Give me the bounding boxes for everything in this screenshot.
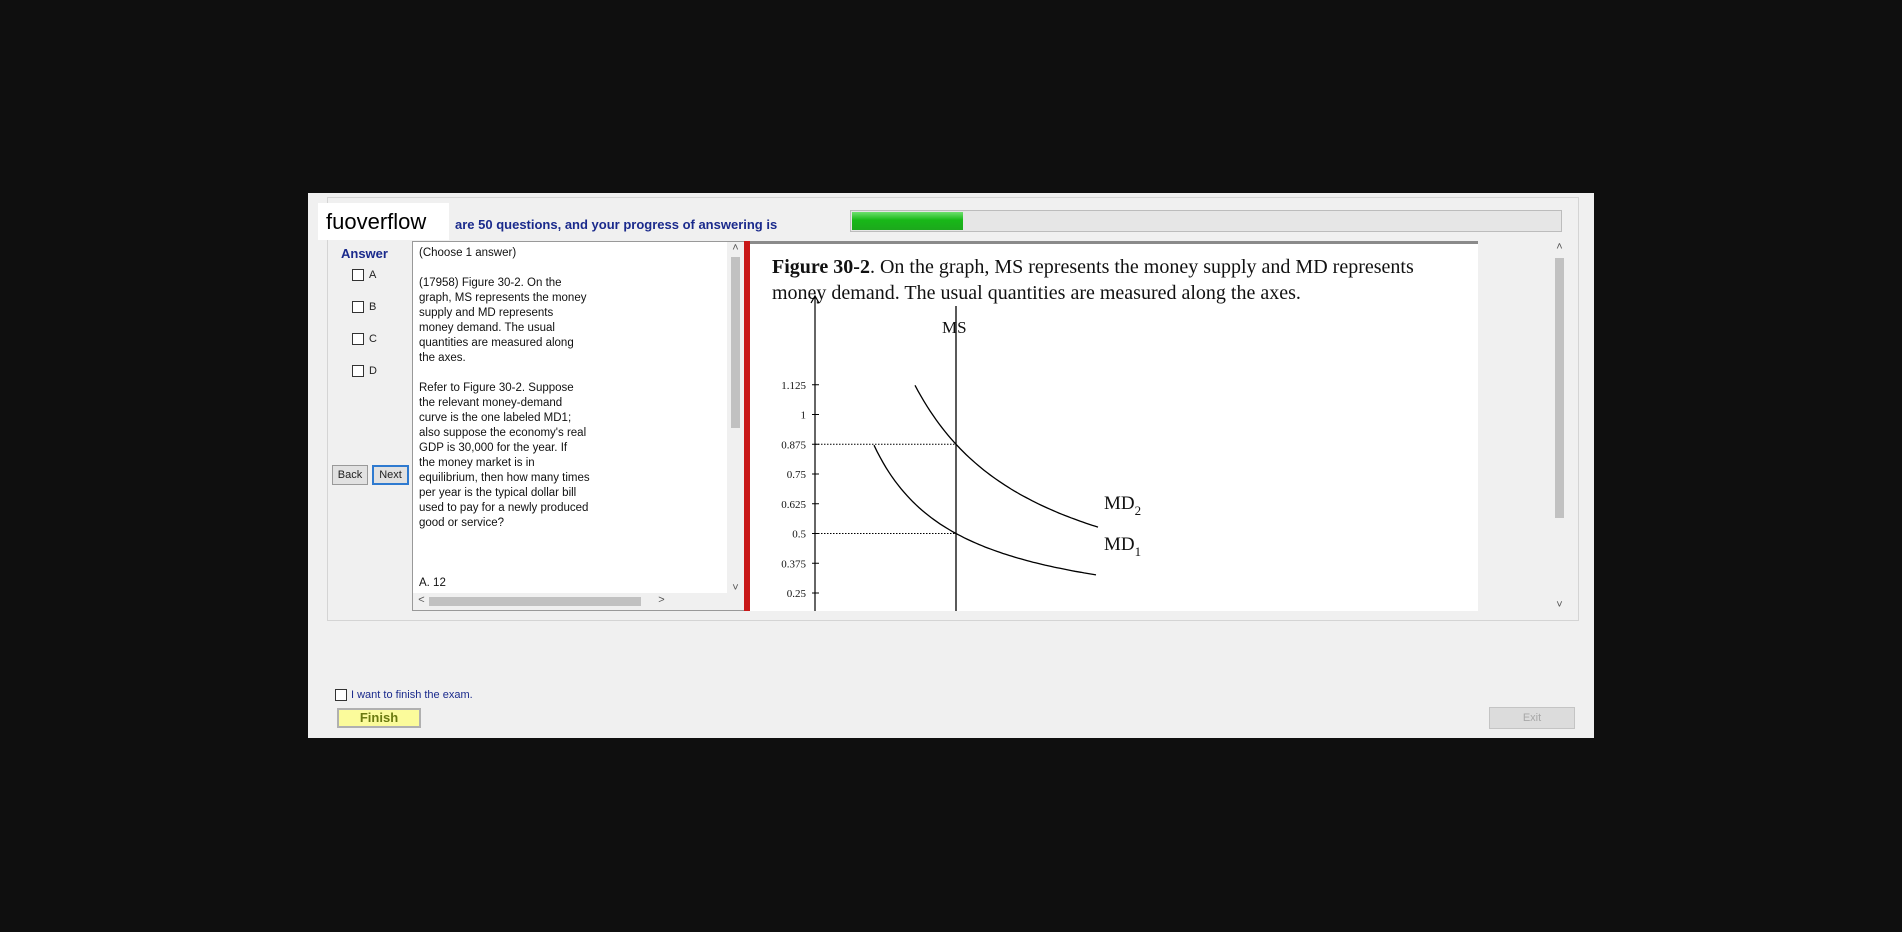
- hscroll-thumb[interactable]: [429, 597, 641, 606]
- figure-caption: Figure 30-2. On the graph, MS represents…: [772, 254, 1472, 306]
- scroll-up-icon[interactable]: ˄: [732, 242, 739, 254]
- question-body: Refer to Figure 30-2. Suppose the releva…: [419, 382, 590, 529]
- question-instruction: (Choose 1 answer): [419, 247, 517, 259]
- money-market-chart: 1.125 1 0.875 0.75 0.625 0.5 0.375 0.25 MS MD2 MD1: [781, 294, 1141, 611]
- option-c-label: C: [369, 333, 377, 345]
- option-b-label: B: [369, 301, 377, 313]
- finish-button[interactable]: Finish: [337, 708, 421, 728]
- scroll-right-icon[interactable]: >: [658, 594, 665, 606]
- question-intro: (17958) Figure 30-2. On the graph, MS re…: [419, 277, 587, 364]
- finish-exam-label: I want to finish the exam.: [351, 689, 473, 701]
- md2-label: MD2: [1104, 493, 1141, 518]
- md1-label-subscript: 1: [1135, 544, 1142, 559]
- md2-curve: [914, 384, 1099, 528]
- watermark: fuoverflow: [318, 203, 449, 240]
- y-tick-label: 0.375: [781, 558, 806, 570]
- md1-curve: [873, 444, 1097, 576]
- option-a-label: A: [369, 269, 377, 281]
- y-axis-arrow: [810, 294, 820, 304]
- next-button[interactable]: Next: [372, 465, 409, 485]
- answer-column: Answer A B C D: [329, 240, 398, 615]
- option-b-checkbox[interactable]: [352, 301, 364, 313]
- splitter-bar[interactable]: [744, 241, 750, 611]
- exit-button[interactable]: Exit: [1489, 707, 1575, 729]
- finish-exam-checkbox-box[interactable]: [335, 689, 347, 701]
- question-vertical-scrollbar[interactable]: ˄ ˅: [727, 242, 744, 610]
- question-panel[interactable]: (Choose 1 answer) (17958) Figure 30-2. O…: [412, 241, 745, 611]
- md1-label: MD1: [1104, 534, 1141, 559]
- progress-bar: [850, 210, 1562, 232]
- scroll-left-icon[interactable]: <: [418, 594, 425, 606]
- figure-scroll-down-icon[interactable]: ˅: [1556, 599, 1563, 611]
- option-d-label: D: [369, 365, 377, 377]
- y-tick-label: 0.625: [781, 499, 806, 511]
- figure-vertical-scrollbar[interactable]: ˄ ˅: [1551, 241, 1568, 611]
- option-d-checkbox[interactable]: [352, 365, 364, 377]
- option-d[interactable]: D: [352, 365, 377, 377]
- figure-caption-bold: Figure 30-2: [772, 256, 870, 278]
- scroll-down-icon[interactable]: ˅: [732, 582, 739, 594]
- md2-label-subscript: 2: [1135, 503, 1142, 518]
- exam-window: fuoverflow are 50 questions, and your pr…: [308, 193, 1594, 738]
- answer-a-text: A. 12: [419, 577, 446, 589]
- back-button[interactable]: Back: [332, 465, 368, 485]
- question-horizontal-scrollbar[interactable]: < >: [413, 593, 727, 610]
- figure-scroll-thumb[interactable]: [1555, 258, 1564, 518]
- option-c[interactable]: C: [352, 333, 377, 345]
- option-a-checkbox[interactable]: [352, 269, 364, 281]
- figure-scroll-up-icon[interactable]: ˄: [1556, 241, 1563, 253]
- option-b[interactable]: B: [352, 301, 376, 313]
- figure-panel: Figure 30-2. On the graph, MS represents…: [750, 241, 1568, 611]
- progress-text: are 50 questions, and your progress of a…: [455, 217, 778, 232]
- answer-title: Answer: [341, 246, 388, 261]
- figure-caption-text: . On the graph, MS represents the money …: [772, 256, 1414, 304]
- y-tick-label: 0.25: [787, 588, 807, 600]
- y-tick-label: 1: [801, 410, 807, 422]
- finish-exam-checkbox[interactable]: I want to finish the exam.: [335, 689, 473, 701]
- y-tick-label: 0.5: [792, 529, 806, 541]
- y-tick-label: 1.125: [781, 380, 806, 392]
- figure-canvas: Figure 30-2. On the graph, MS represents…: [750, 241, 1478, 611]
- ms-label: MS: [942, 318, 967, 337]
- y-tick-label: 0.75: [787, 469, 807, 481]
- option-c-checkbox[interactable]: [352, 333, 364, 345]
- scroll-thumb[interactable]: [731, 257, 740, 428]
- option-a[interactable]: A: [352, 269, 376, 281]
- y-tick-label: 0.875: [781, 439, 806, 451]
- progress-fill: [852, 212, 964, 230]
